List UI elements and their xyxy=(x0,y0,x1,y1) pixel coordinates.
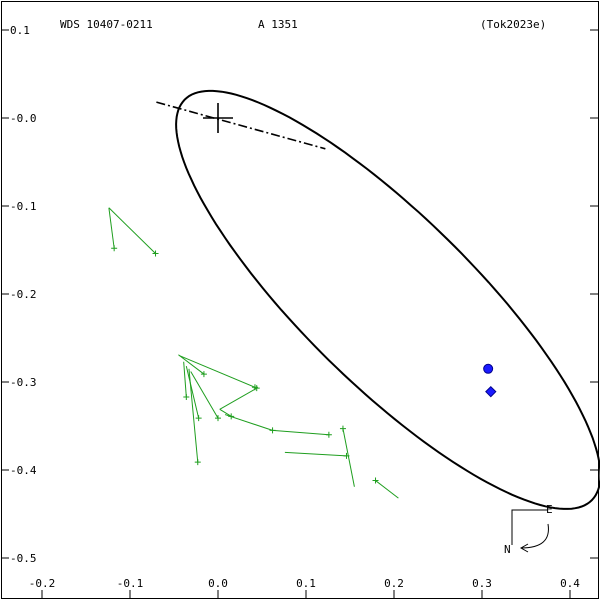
observation-point xyxy=(152,250,159,257)
observation-point xyxy=(183,393,190,400)
primary-star xyxy=(203,103,233,133)
y-tick-label: -0.4 xyxy=(10,464,37,477)
residual-line xyxy=(272,429,329,436)
compass-arrowhead xyxy=(519,543,529,553)
residual-line xyxy=(284,451,347,457)
residual-line xyxy=(183,361,187,397)
discoverer-label: A 1351 xyxy=(258,18,298,31)
observation-point xyxy=(215,415,221,422)
compass-axes xyxy=(511,509,548,545)
line-of-nodes xyxy=(156,101,326,150)
residual-line xyxy=(224,414,273,431)
predicted-position-circle xyxy=(483,363,494,374)
observations-layer xyxy=(108,207,399,499)
reference-label: (Tok2023e) xyxy=(480,18,546,31)
x-tick-label: 0.0 xyxy=(208,577,228,590)
observation-point xyxy=(195,415,202,422)
observation-point xyxy=(253,385,260,392)
wds-label: WDS 10407-0211 xyxy=(60,18,153,31)
y-tick-label: -0.3 xyxy=(10,376,37,389)
orbit-ellipse xyxy=(175,89,600,510)
x-tick-label: 0.3 xyxy=(472,577,492,590)
y-tick-label: -0.5 xyxy=(10,552,37,565)
compass-north-label: N xyxy=(504,543,511,556)
observation-point xyxy=(194,459,201,466)
observation-point xyxy=(200,371,207,378)
x-tick-label: 0.2 xyxy=(384,577,404,590)
residual-line xyxy=(108,207,115,249)
y-tick-label: 0.1 xyxy=(10,24,30,37)
x-tick-label: 0.4 xyxy=(560,577,580,590)
compass-arrow-arc xyxy=(520,523,549,549)
residual-line xyxy=(188,368,199,463)
x-tick-label: 0.1 xyxy=(296,577,316,590)
orbit-layer xyxy=(175,89,600,510)
residual-line xyxy=(219,387,257,410)
residual-line xyxy=(108,207,156,254)
residual-line xyxy=(342,428,355,487)
x-tick-label: -0.2 xyxy=(29,577,56,590)
observation-point xyxy=(372,477,379,484)
observation-point xyxy=(325,431,332,438)
compass: E N xyxy=(504,503,553,556)
residual-line xyxy=(178,354,205,375)
observation-point xyxy=(343,452,350,459)
y-tick-label: -0.1 xyxy=(10,200,37,213)
axis-ticks: -0.2 -0.1 0.0 0.1 0.2 0.3 0.4 0.1 -0.0 -0.1 -0.2 -0… xyxy=(1,24,599,598)
compass-east-label: E xyxy=(546,503,553,516)
residual-line xyxy=(185,366,200,419)
residual-line xyxy=(375,480,399,499)
observation-point xyxy=(339,425,346,432)
observation-point xyxy=(111,245,118,252)
residual-line xyxy=(190,371,219,419)
residual-line xyxy=(179,355,256,388)
predicted-position-diamond xyxy=(485,385,497,398)
y-tick-label: -0.2 xyxy=(10,288,37,301)
y-tick-label: -0.0 xyxy=(10,112,37,125)
predicted-positions-layer xyxy=(483,363,497,398)
node-line xyxy=(156,101,326,150)
x-tick-label: -0.1 xyxy=(117,577,144,590)
residual-line xyxy=(219,408,232,417)
